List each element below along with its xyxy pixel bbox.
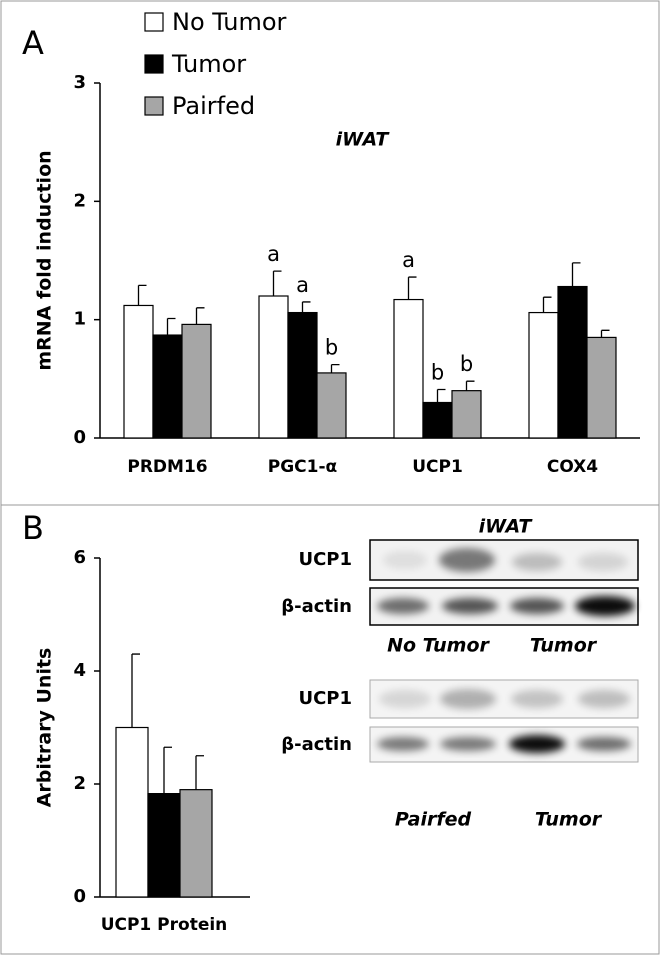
error-bar xyxy=(195,307,205,325)
y-tick-label: 1 xyxy=(73,309,86,330)
band xyxy=(440,689,496,709)
panel-label: A xyxy=(22,24,44,62)
error-bar xyxy=(272,270,282,296)
error-bar xyxy=(301,301,311,313)
panel-label: B xyxy=(22,509,44,547)
bar xyxy=(557,285,588,439)
band xyxy=(442,598,498,614)
error-bar xyxy=(407,276,417,300)
significance-letter: b xyxy=(460,352,473,376)
band xyxy=(578,553,628,571)
chart-title: iWAT xyxy=(336,129,391,151)
error-bar xyxy=(195,755,204,790)
error-bar xyxy=(542,296,552,313)
significance-letter: a xyxy=(296,273,309,297)
bar xyxy=(586,336,617,439)
x-tick-label: PRDM16 xyxy=(127,457,207,477)
bar xyxy=(528,311,559,439)
y-tick-label: 4 xyxy=(73,660,86,681)
blot-images xyxy=(369,539,639,763)
band xyxy=(512,553,562,571)
legend-label: Tumor xyxy=(171,50,246,78)
y-tick-label: 3 xyxy=(73,72,86,93)
y-tick-label: 6 xyxy=(73,547,86,568)
y-tick-label: 0 xyxy=(73,427,86,448)
legend-label: Pairfed xyxy=(172,92,255,120)
bar xyxy=(287,311,318,439)
legend-swatch xyxy=(144,12,164,32)
error-bar xyxy=(600,329,610,338)
bar xyxy=(451,390,482,439)
x-tick-label: COX4 xyxy=(547,457,598,477)
error-bar xyxy=(571,262,581,287)
bar xyxy=(258,295,289,439)
y-axis-label: Arbitrary Units xyxy=(34,648,56,808)
blot-lane-label: Tumor xyxy=(530,635,598,657)
error-bar xyxy=(131,653,140,728)
band xyxy=(578,690,630,708)
blot-lane-label: Pairfed xyxy=(395,809,472,831)
bar xyxy=(152,334,183,439)
band xyxy=(510,598,564,614)
x-tick-label: UCP1 xyxy=(412,457,463,477)
legend-swatch xyxy=(144,54,164,74)
band xyxy=(577,737,631,751)
blot-row-label: β-actin xyxy=(281,734,352,755)
x-tick-label: PGC1-α xyxy=(268,457,337,477)
legend-label: No Tumor xyxy=(172,8,287,36)
band xyxy=(440,737,496,751)
error-bar xyxy=(163,746,172,794)
significance-letter: a xyxy=(267,242,280,266)
error-bar xyxy=(137,284,147,306)
y-tick-label: 2 xyxy=(73,773,86,794)
bar xyxy=(123,304,154,439)
error-bar xyxy=(166,317,176,336)
bar xyxy=(181,323,212,439)
legend-swatch xyxy=(144,96,164,116)
bar xyxy=(115,726,149,898)
bar xyxy=(316,372,347,439)
y-axis-label: mRNA fold induction xyxy=(34,150,56,370)
y-tick-label: 2 xyxy=(73,190,86,211)
significance-letter: a xyxy=(402,248,415,272)
blot-row-label: UCP1 xyxy=(298,688,352,709)
band xyxy=(379,690,431,708)
significance-letter: b xyxy=(431,360,444,384)
band xyxy=(575,596,635,616)
band xyxy=(377,737,429,751)
band xyxy=(509,735,565,753)
blot-title: iWAT xyxy=(479,516,534,538)
blot-lane-label: No Tumor xyxy=(387,635,490,657)
bar xyxy=(147,793,181,898)
error-bar xyxy=(465,380,475,391)
significance-letter: b xyxy=(325,336,338,360)
blot-row-label: β-actin xyxy=(281,596,352,617)
blot-lane-label: Tumor xyxy=(535,809,603,831)
x-tick-label: UCP1 Protein xyxy=(101,915,228,935)
band xyxy=(377,598,429,614)
error-bar xyxy=(436,388,446,403)
error-bar xyxy=(330,363,340,373)
band xyxy=(511,690,563,708)
band xyxy=(383,551,427,569)
blot-row-label: UCP1 xyxy=(298,549,352,570)
y-tick-label: 0 xyxy=(73,886,86,907)
bar xyxy=(179,789,213,898)
bar xyxy=(393,298,424,439)
band xyxy=(439,548,495,572)
bar xyxy=(422,401,453,439)
